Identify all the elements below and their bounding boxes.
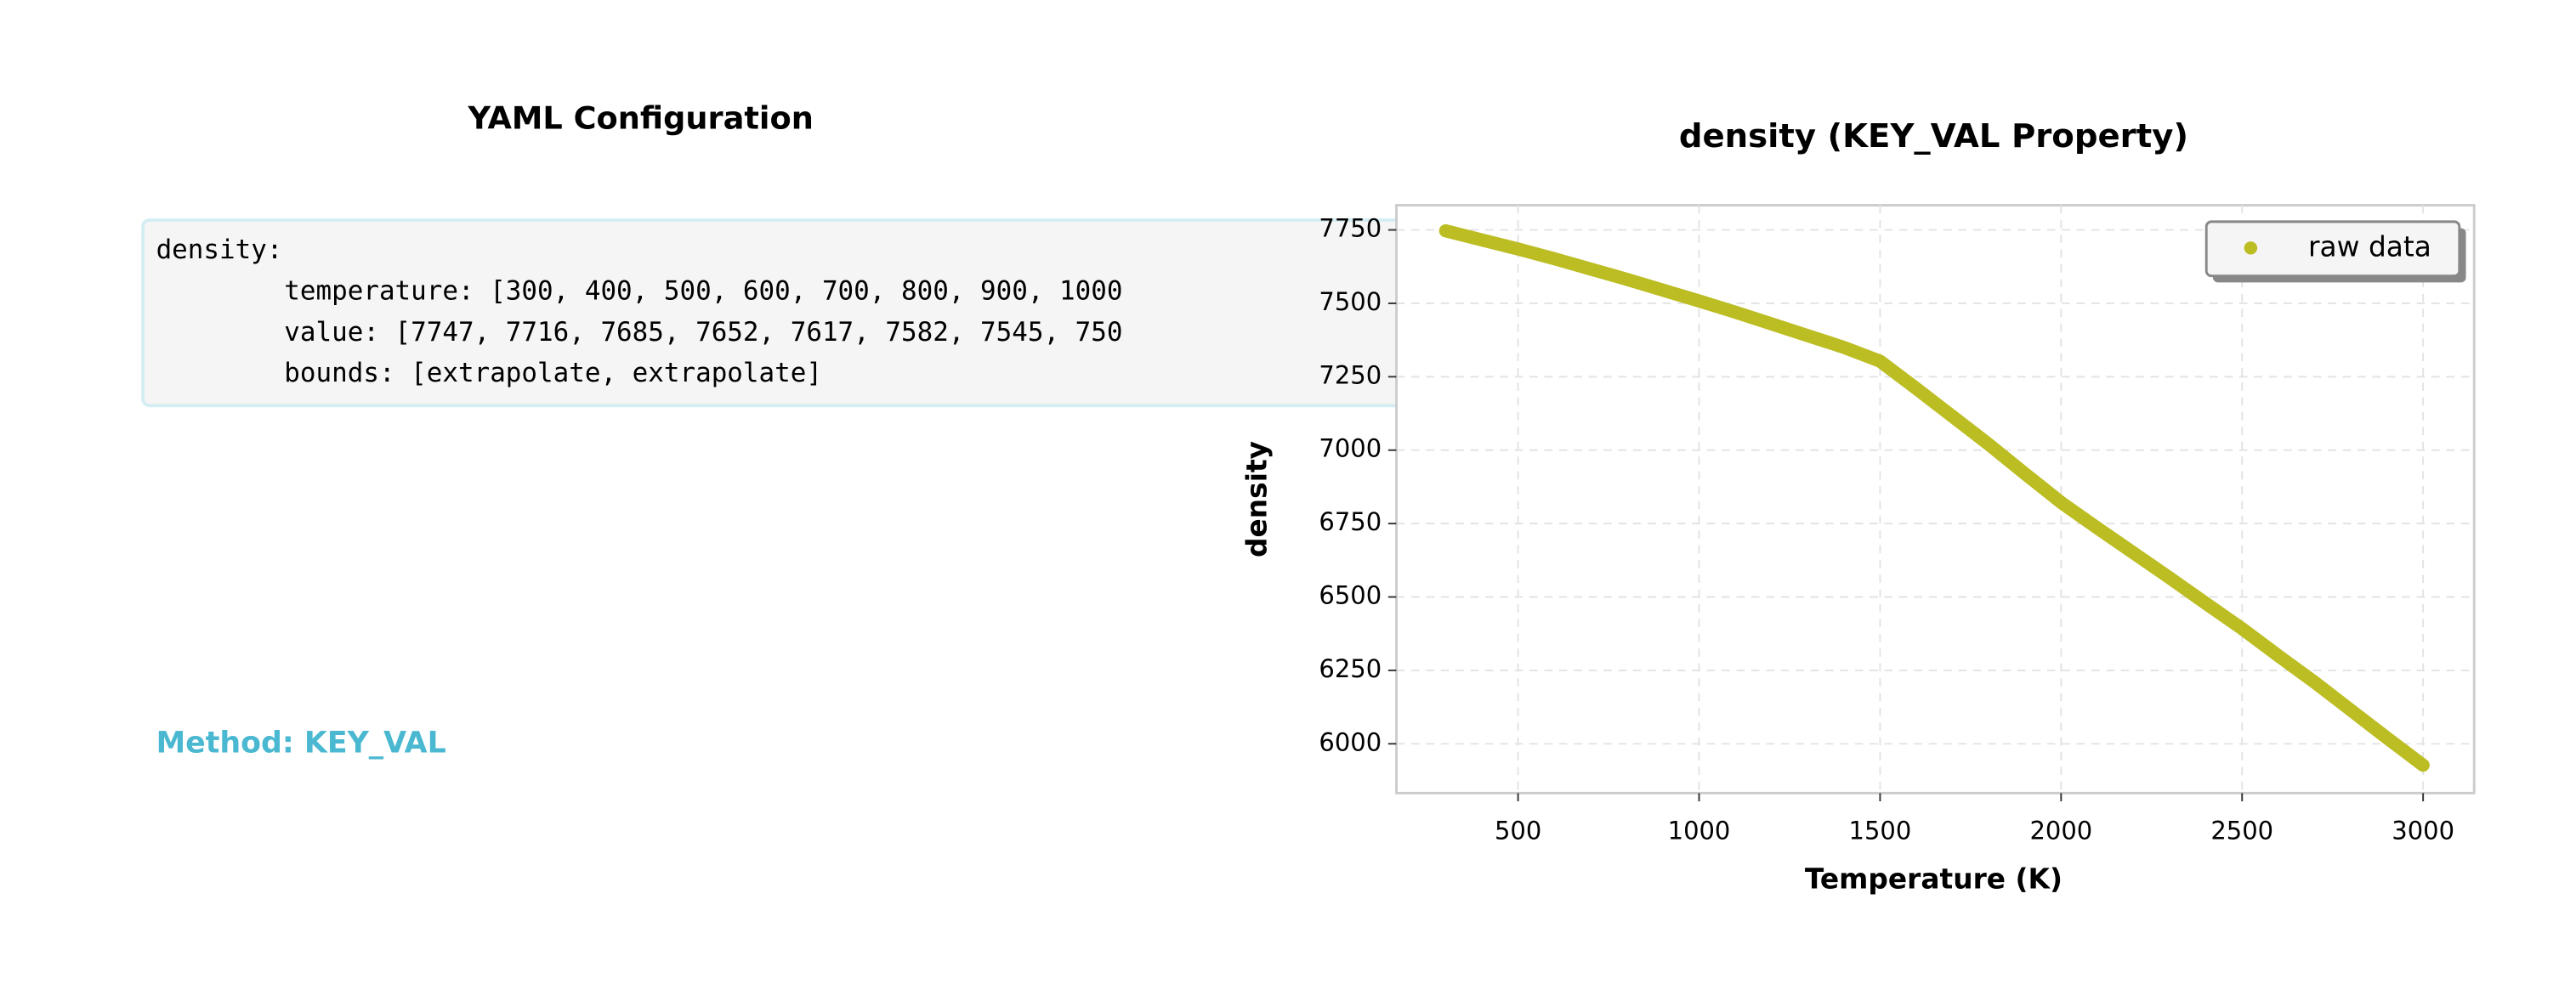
plot-area [1395, 204, 2476, 795]
y-tick-label: 7250 [1319, 360, 1382, 389]
x-tick-label: 2500 [2210, 817, 2273, 845]
yaml-title: YAML Configuration [467, 100, 813, 137]
y-tick-label: 6250 [1319, 654, 1382, 683]
y-axis-label: density [1241, 441, 1274, 557]
x-tick-label: 1000 [1668, 817, 1731, 845]
y-tick-label: 7000 [1319, 434, 1382, 463]
x-tick-label: 2000 [2029, 817, 2092, 845]
x-axis-label: Temperature (K) [1805, 862, 2063, 895]
plot-layer: 500 1000 1500 2000 2500 3000 6000 6250 6500 6750 7… [1319, 205, 2475, 845]
y-tick-label: 7750 [1319, 214, 1382, 243]
legend-marker [2244, 241, 2258, 255]
chart-title: density (KEY_VAL Property) [1679, 117, 2188, 156]
data-line [1438, 223, 2430, 772]
yaml-line: density: [156, 235, 283, 265]
x-tick-label: 3000 [2392, 817, 2454, 845]
legend [2204, 220, 2461, 278]
y-tick-label: 6500 [1319, 581, 1382, 610]
y-tick-label: 6000 [1319, 727, 1382, 756]
legend-label: raw data [2308, 230, 2431, 263]
x-tick-label: 500 [1495, 817, 1541, 845]
yaml-line: temperature: [300, 400, 500, 600, 700, 8… [284, 275, 1122, 306]
y-tick-label: 7500 [1319, 287, 1382, 316]
method-label: Method: KEY_VAL [156, 726, 446, 760]
yaml-line: value: [7747, 7716, 7685, 7652, 7617, 75… [284, 317, 1122, 348]
yaml-line: bounds: [extrapolate, extrapolate] [284, 358, 822, 388]
y-tick-label: 6750 [1319, 507, 1382, 536]
x-tick-label: 1500 [1849, 817, 1912, 845]
